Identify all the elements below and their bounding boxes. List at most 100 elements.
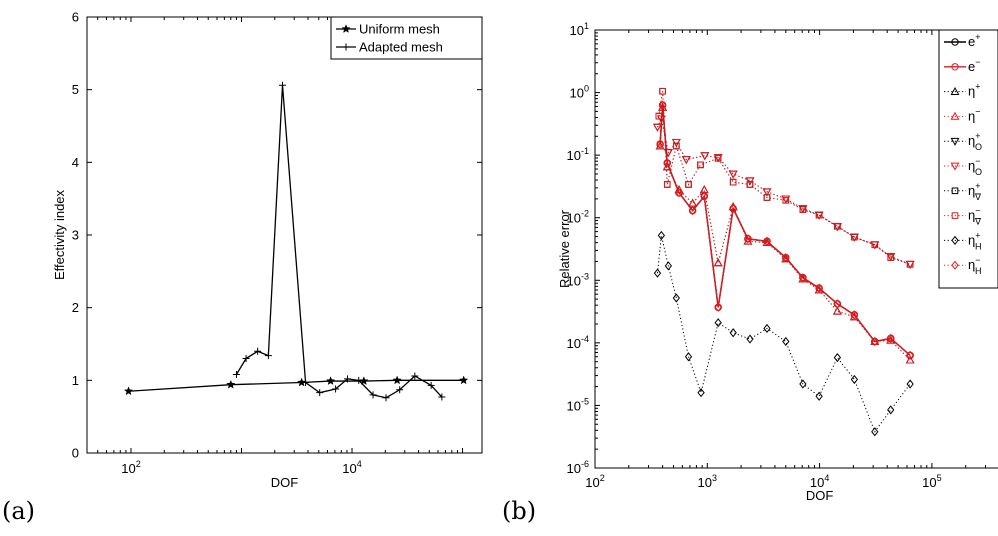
legend-box-a bbox=[330, 16, 483, 60]
legend-box-b bbox=[938, 29, 998, 289]
y-tick-label-a: 1 bbox=[72, 373, 79, 388]
data-point-7 bbox=[871, 241, 879, 249]
data-point-9 bbox=[850, 310, 859, 320]
data-point-7 bbox=[714, 155, 722, 162]
data-point-7 bbox=[655, 112, 663, 120]
data-point-8 bbox=[714, 318, 722, 328]
y-tick-label-b: 10-4 bbox=[567, 334, 589, 351]
data-point-adapted bbox=[382, 394, 390, 402]
data-point-uniform bbox=[226, 379, 236, 389]
data-point-9 bbox=[763, 236, 771, 246]
panel-a-chart: 0 1 2 3 4 5 6 102 104 DOF Effectivity index Uniform… bbox=[52, 10, 483, 490]
legend-marker bbox=[951, 212, 959, 219]
x-tick-label-b: 102 bbox=[585, 473, 604, 490]
data-point-9 bbox=[871, 336, 879, 347]
data-point-uniform bbox=[459, 375, 469, 385]
data-point-3 bbox=[905, 355, 915, 364]
data-point-adapted bbox=[302, 379, 310, 387]
legend-label: η+ bbox=[968, 82, 981, 99]
data-point-3 bbox=[713, 258, 723, 267]
data-point-8 bbox=[729, 328, 737, 338]
x-axis-label-a: DOF bbox=[271, 475, 299, 490]
data-point-3 bbox=[832, 306, 842, 315]
data-point-7 bbox=[663, 181, 671, 188]
data-point-5 bbox=[781, 195, 791, 204]
legend-marker bbox=[950, 137, 960, 146]
x-tick-label-b: 103 bbox=[698, 473, 717, 490]
panel-label-b: (b) bbox=[502, 497, 537, 525]
data-point-7 bbox=[697, 161, 704, 169]
series-line-8 bbox=[656, 235, 911, 433]
data-point-5 bbox=[663, 149, 673, 158]
data-point-6 bbox=[697, 161, 704, 169]
legend-marker bbox=[951, 63, 959, 71]
legend-label: η− H bbox=[968, 255, 982, 276]
data-point-8 bbox=[657, 230, 666, 241]
data-point-7 bbox=[763, 194, 771, 201]
x-tick-label-b: 104 bbox=[810, 473, 829, 490]
data-point-9 bbox=[656, 139, 664, 149]
legend-label: η− bbox=[968, 106, 981, 123]
data-point-8 bbox=[871, 427, 879, 437]
y-axis-label-a: Effectivity index bbox=[52, 189, 67, 280]
legend-marker bbox=[341, 24, 351, 33]
y-tick-label-b: 10-1 bbox=[567, 146, 589, 163]
data-point-9 bbox=[675, 188, 683, 198]
data-point-8 bbox=[697, 388, 705, 398]
data-point-adapted bbox=[316, 389, 324, 397]
data-point-adapted bbox=[242, 355, 250, 363]
data-point-8 bbox=[664, 261, 672, 271]
legend-marker bbox=[950, 111, 960, 120]
y-tick-label-a: 5 bbox=[72, 82, 79, 97]
data-point-9 bbox=[744, 234, 752, 244]
data-point-9 bbox=[782, 253, 790, 263]
data-point-adapted bbox=[254, 347, 262, 355]
legend-label: η+ H bbox=[968, 230, 982, 251]
data-point-adapted bbox=[438, 393, 446, 401]
y-axis-label-b: Relative error bbox=[557, 209, 572, 288]
data-point-8 bbox=[815, 391, 823, 401]
data-point-3 bbox=[688, 198, 698, 207]
data-point-7 bbox=[685, 181, 692, 188]
y-tick-label-b: 10-2 bbox=[567, 209, 589, 226]
y-tick-label-a: 6 bbox=[72, 10, 79, 25]
data-point-9 bbox=[663, 158, 671, 168]
data-point-uniform bbox=[392, 375, 402, 385]
data-point-8 bbox=[906, 379, 914, 389]
legend-marker bbox=[342, 43, 350, 51]
legend-b: e+ e− η+ η− η+ O η− O η+ ∇ η− ∇ η+ H η− H bbox=[938, 29, 998, 289]
series-line-9 bbox=[659, 105, 911, 356]
data-point-7 bbox=[799, 206, 807, 213]
data-point-uniform bbox=[296, 377, 307, 387]
data-point-3 bbox=[870, 336, 880, 345]
series-line-3 bbox=[659, 107, 911, 361]
x-tick-label-a: 104 bbox=[342, 459, 361, 476]
data-point-7 bbox=[659, 87, 666, 95]
legend-label: η+ ∇ bbox=[968, 181, 982, 202]
legend-marker bbox=[950, 86, 960, 95]
legend-label: η+ O bbox=[968, 131, 982, 152]
data-point-9 bbox=[887, 333, 895, 343]
data-point-adapted bbox=[369, 391, 377, 399]
y-tick-label-b: 10-3 bbox=[567, 271, 589, 288]
data-point-9 bbox=[688, 205, 697, 216]
series-line-0 bbox=[659, 105, 911, 356]
data-point-7 bbox=[746, 181, 754, 188]
data-point-8 bbox=[653, 268, 662, 278]
legend-marker bbox=[951, 260, 959, 270]
data-point-adapted bbox=[427, 381, 435, 389]
y-tick-label-a: 0 bbox=[72, 446, 79, 461]
data-point-5 bbox=[728, 170, 738, 179]
legend-marker bbox=[951, 38, 959, 46]
data-point-5 bbox=[745, 177, 755, 186]
y-tick-label-b: 10-6 bbox=[567, 459, 589, 476]
series-line-1 bbox=[659, 105, 911, 356]
data-point-8 bbox=[763, 323, 771, 334]
data-point-adapted bbox=[343, 375, 351, 383]
data-point-9 bbox=[700, 191, 708, 201]
legend-label: η− ∇ bbox=[968, 206, 982, 227]
data-point-9 bbox=[815, 283, 823, 293]
data-point-7 bbox=[851, 233, 858, 241]
